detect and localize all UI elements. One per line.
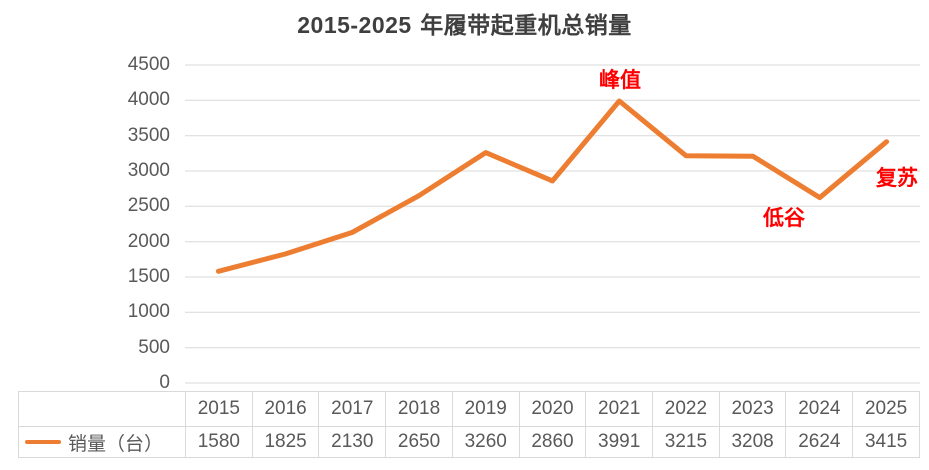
table-value-cell: 3991: [585, 426, 654, 458]
chart-title: 2015-2025 年履带起重机总销量: [0, 6, 929, 40]
table-value-cell: 2860: [518, 426, 587, 458]
chart-title-text: 年履带起重机总销量: [411, 12, 632, 39]
table-value-cell: 1580: [185, 426, 253, 458]
table-value-cell: 2650: [385, 426, 453, 458]
table-year-cell: 2023: [718, 391, 787, 427]
table-value-cell: 2624: [785, 426, 854, 458]
table-value-cell: 2130: [318, 426, 387, 458]
annotation-trough: 低谷: [763, 205, 805, 230]
annotation-peak: 峰值: [599, 67, 641, 92]
y-tick-label: 2000: [127, 231, 170, 252]
y-tick-label: 3000: [127, 160, 170, 181]
table-year-cell: 2019: [451, 391, 520, 427]
y-tick-label: 4500: [127, 54, 170, 75]
annotation-recovery: 复苏: [876, 165, 918, 190]
gridlines: [185, 64, 920, 384]
y-tick-label: 4000: [127, 89, 170, 110]
y-tick-label: 3500: [127, 125, 170, 146]
table-value-cell: 3415: [852, 426, 920, 458]
table-year-cell: 2017: [318, 391, 387, 427]
data-table: 2015 2016 2017 2018 2019 2020 2021 2022 2023 2024…: [18, 391, 920, 458]
table-year-cell: 2021: [585, 391, 654, 427]
table-value-row: 销量（台） 1580 1825 2130 2650 3260 2860 3991 3215 32…: [18, 426, 920, 458]
legend-cell: 销量（台）: [18, 426, 186, 458]
table-year-cell: 2020: [518, 391, 587, 427]
chart-title-years: 2015-2025: [297, 12, 412, 38]
table-year-cell: 2018: [385, 391, 453, 427]
legend-line-swatch-icon: [25, 440, 61, 444]
table-value-cell: 3260: [451, 426, 520, 458]
table-year-cell: 2015: [185, 391, 253, 427]
y-tick-label: 500: [138, 337, 170, 358]
y-tick-label: 0: [159, 372, 170, 393]
y-tick-label: 1500: [127, 266, 170, 287]
table-value-cell: 3215: [652, 426, 720, 458]
y-tick-label: 1000: [127, 301, 170, 322]
table-corner-spacer: [18, 391, 186, 427]
table-value-cell: 3208: [718, 426, 787, 458]
table-year-row: 2015 2016 2017 2018 2019 2020 2021 2022 2023 2024…: [18, 391, 920, 427]
table-year-cell: 2024: [785, 391, 854, 427]
legend-series-label: 销量（台）: [68, 432, 164, 455]
table-value-cell: 1825: [251, 426, 320, 458]
sales-series-line: [215, 98, 890, 274]
table-year-cell: 2022: [652, 391, 720, 427]
table-year-cell: 2016: [251, 391, 320, 427]
y-tick-label: 2500: [127, 195, 170, 216]
table-year-cell: 2025: [852, 391, 920, 427]
